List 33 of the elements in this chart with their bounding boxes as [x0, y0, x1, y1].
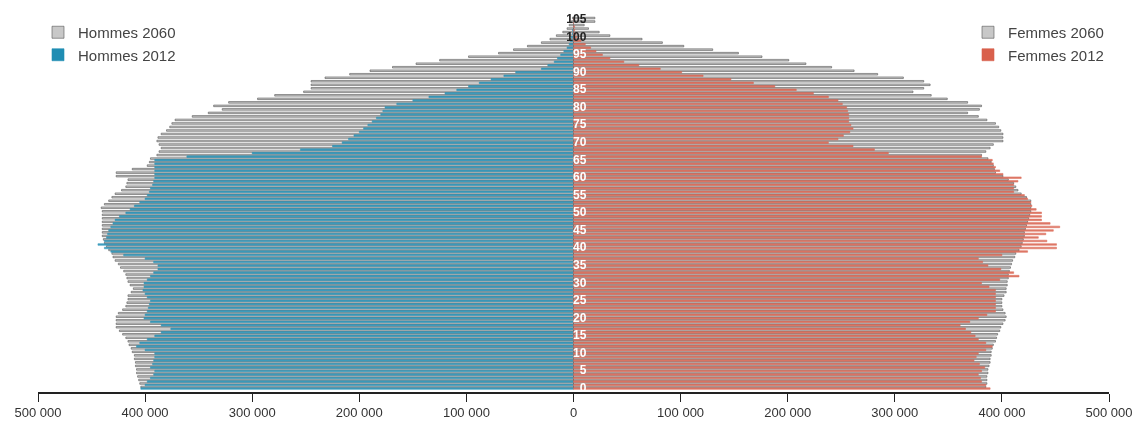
y-tick-label: 90 — [572, 64, 587, 79]
y-tick-label: 15 — [572, 328, 587, 343]
y-tick-label: 80 — [572, 99, 587, 114]
x-tick-label: 500 000 — [14, 405, 62, 421]
x-tick-label: 200 000 — [764, 405, 812, 421]
y-tick-label: 10 — [572, 345, 587, 360]
legend-label: Hommes 2060 — [78, 24, 176, 42]
y-tick-label: 70 — [572, 135, 587, 149]
y-tick-label: 95 — [572, 47, 587, 62]
x-tick-label: 100 000 — [657, 405, 705, 421]
y-tick-label: 85 — [572, 82, 587, 97]
x-tick-label: 300 000 — [871, 405, 919, 421]
y-tick-label: 40 — [572, 240, 587, 255]
y-tick-label: 5 — [579, 363, 587, 378]
x-tick-label: 100 000 — [442, 405, 490, 421]
y-tick-label: 65 — [572, 152, 587, 167]
y-tick-label: 60 — [572, 170, 587, 185]
y-tick-label: 45 — [572, 222, 587, 237]
y-tick-label: 50 — [572, 205, 587, 220]
y-tick-label: 30 — [572, 275, 587, 290]
y-tick-label: 35 — [572, 257, 587, 272]
x-tick-label: 400 000 — [121, 405, 169, 421]
y-tick-label: 75 — [572, 117, 587, 132]
x-tick-label: 200 000 — [335, 405, 383, 421]
x-tick-label: 400 000 — [978, 405, 1026, 421]
x-tick-label: 500 000 — [1085, 405, 1133, 421]
legend-label: Femmes 2060 — [1008, 24, 1104, 42]
legend-label: Femmes 2012 — [1008, 46, 1104, 64]
y-tick-label: 20 — [572, 310, 587, 325]
legend-label: Hommes 2012 — [78, 46, 176, 64]
y-tick-label: 25 — [572, 293, 587, 308]
y-tick-label: 55 — [572, 187, 587, 202]
x-tick-label: 300 000 — [228, 405, 276, 421]
